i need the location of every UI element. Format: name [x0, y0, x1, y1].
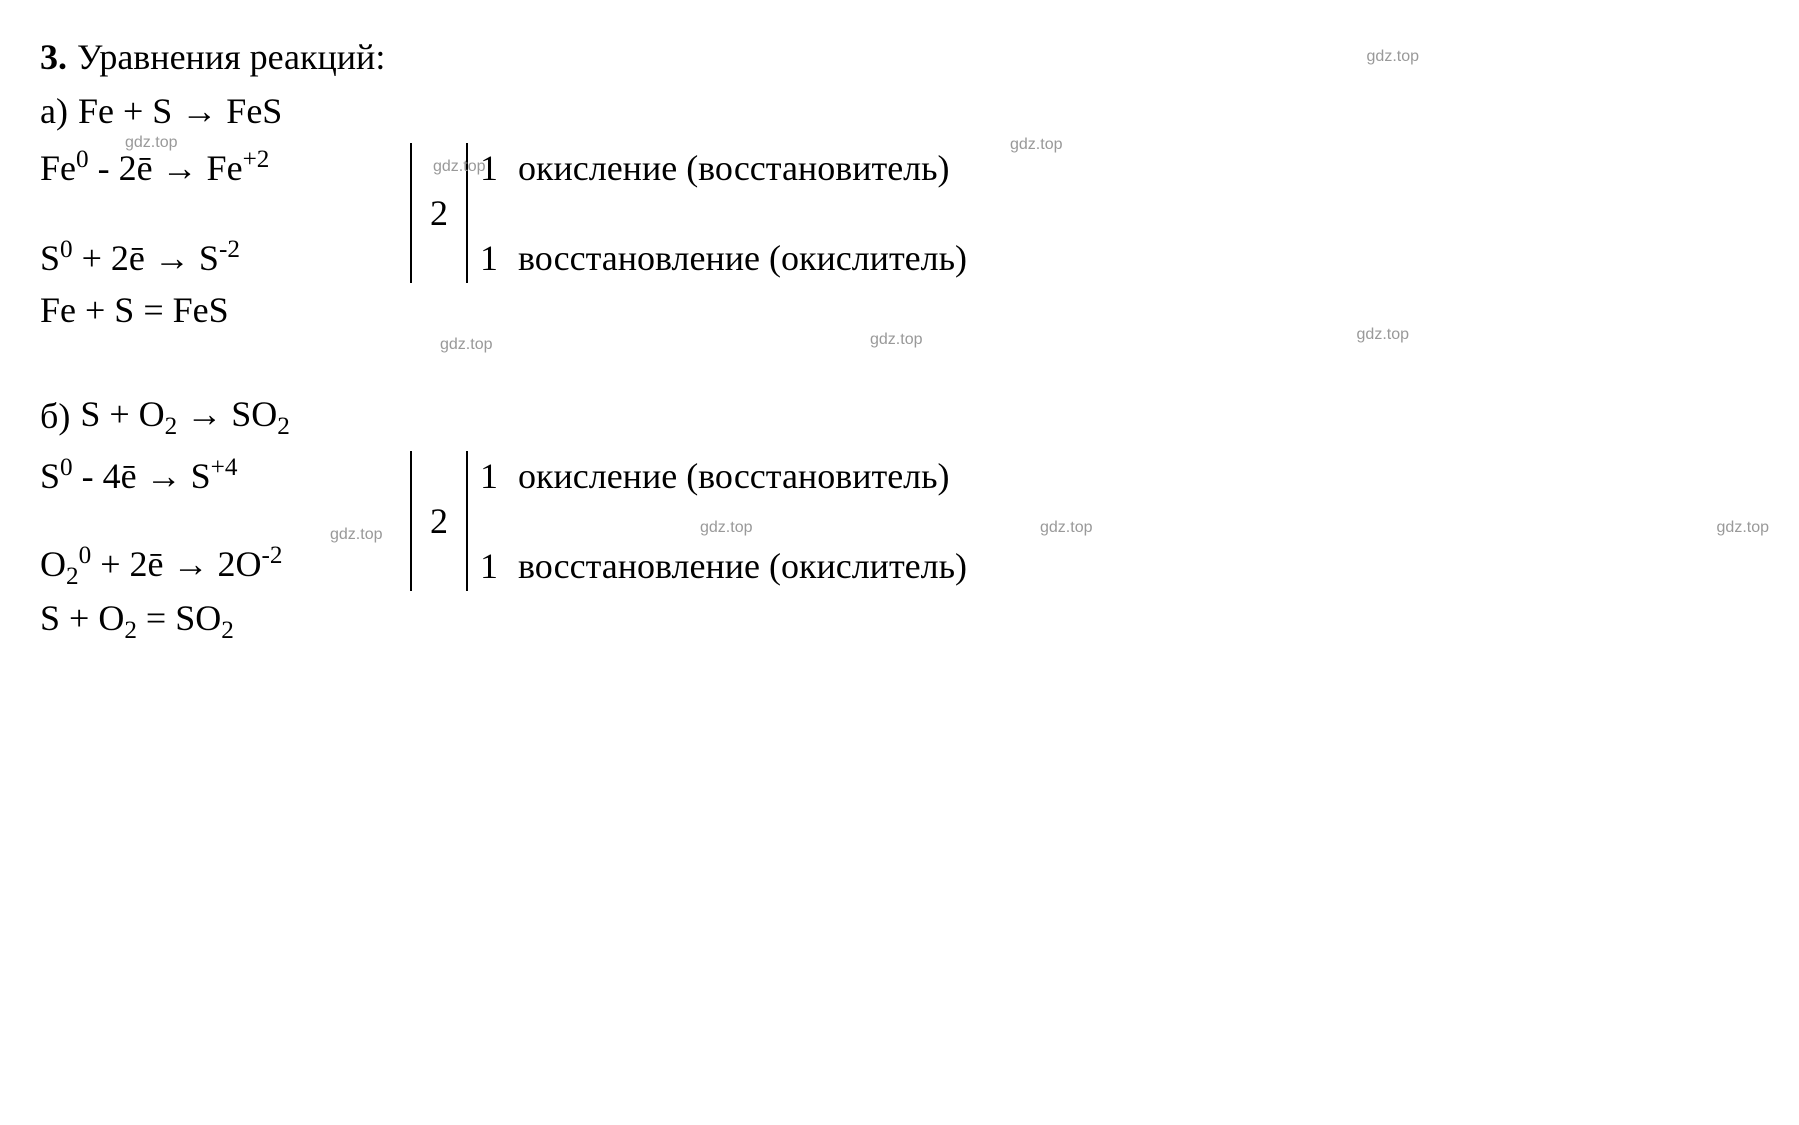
- problem-header: 3. Уравнения реакций: gdz.top: [40, 30, 1759, 84]
- description-2: восстановление (окислитель): [518, 231, 967, 285]
- part-b-label: б): [40, 389, 70, 443]
- watermark: gdz.top: [440, 333, 492, 357]
- part-a-balance-block: gdz.top gdz.top gdz.top Fe0 - 2ē → Fe+2 …: [40, 143, 1759, 283]
- watermark: gdz.top: [125, 131, 177, 155]
- middle-multiplier: 2: [412, 494, 466, 548]
- part-b-final: S + O2 = SO2: [40, 591, 234, 650]
- watermark: gdz.top: [1040, 516, 1092, 540]
- balance-right-column: 1 окисление (восстановитель) 1 восстанов…: [468, 143, 967, 283]
- part-a-balance-2: S0 + 2ē → S-2: [40, 231, 240, 285]
- balance-left-column: S0 - 4ē → S+4 gdz.top O20 + 2ē → 2O-2: [40, 451, 410, 591]
- watermark: gdz.top: [1357, 323, 1409, 347]
- watermark: gdz.top: [1367, 45, 1419, 69]
- watermark: gdz.top: [1717, 516, 1769, 540]
- watermark: gdz.top: [433, 155, 485, 179]
- description-1: окисление (восстановитель): [518, 449, 950, 503]
- description-2: восстановление (окислитель): [518, 539, 967, 593]
- part-a-final: Fe + S = FeS: [40, 283, 229, 337]
- part-b-equation-line: б) S + O2 → SO2: [40, 387, 1759, 446]
- watermark: gdz.top: [870, 328, 922, 352]
- part-a-label: а): [40, 84, 68, 138]
- part-a-equation: Fe + S → FeS: [78, 84, 282, 138]
- part-b-balance-1: S0 - 4ē → S+4: [40, 449, 237, 503]
- middle-multiplier: 2: [412, 186, 466, 240]
- balance-desc-row-1: 1 окисление (восстановитель): [468, 143, 967, 193]
- part-a-equation-line: а) Fe + S → FeS: [40, 84, 1759, 138]
- watermark: gdz.top: [1010, 133, 1062, 157]
- part-b-balance-2: O20 + 2ē → 2O-2: [40, 537, 282, 596]
- problem-title: Уравнения реакций:: [77, 30, 385, 84]
- part-b-balance-block: gdz.top gdz.top gdz.top S0 - 4ē → S+4 gd…: [40, 451, 1759, 591]
- watermark: gdz.top: [330, 523, 382, 547]
- balance-row-2: O20 + 2ē → 2O-2: [40, 541, 410, 591]
- part-b-final-line: S + O2 = SO2: [40, 591, 1759, 650]
- balance-row-2: S0 + 2ē → S-2: [40, 233, 410, 283]
- balance-desc-row-1: 1 окисление (восстановитель): [468, 451, 967, 501]
- part-a-final-line: Fe + S = FeS gdz.top gdz.top gdz.top: [40, 283, 1759, 337]
- balance-row-1: S0 - 4ē → S+4: [40, 451, 410, 501]
- coefficient-2: 1: [468, 539, 510, 593]
- watermark: gdz.top: [700, 516, 752, 540]
- description-1: окисление (восстановитель): [518, 141, 950, 195]
- part-b-equation: S + O2 → SO2: [80, 387, 290, 446]
- balance-left-column: Fe0 - 2ē → Fe+2 S0 + 2ē → S-2: [40, 143, 410, 283]
- balance-row-1: Fe0 - 2ē → Fe+2: [40, 143, 410, 193]
- problem-number: 3.: [40, 30, 67, 84]
- balance-desc-row-2: 1 восстановление (окислитель): [468, 541, 967, 591]
- balance-desc-row-2: 1 восстановление (окислитель): [468, 233, 967, 283]
- balance-bars: 2: [410, 451, 468, 591]
- coefficient-2: 1: [468, 231, 510, 285]
- coefficient-1: 1: [468, 449, 510, 503]
